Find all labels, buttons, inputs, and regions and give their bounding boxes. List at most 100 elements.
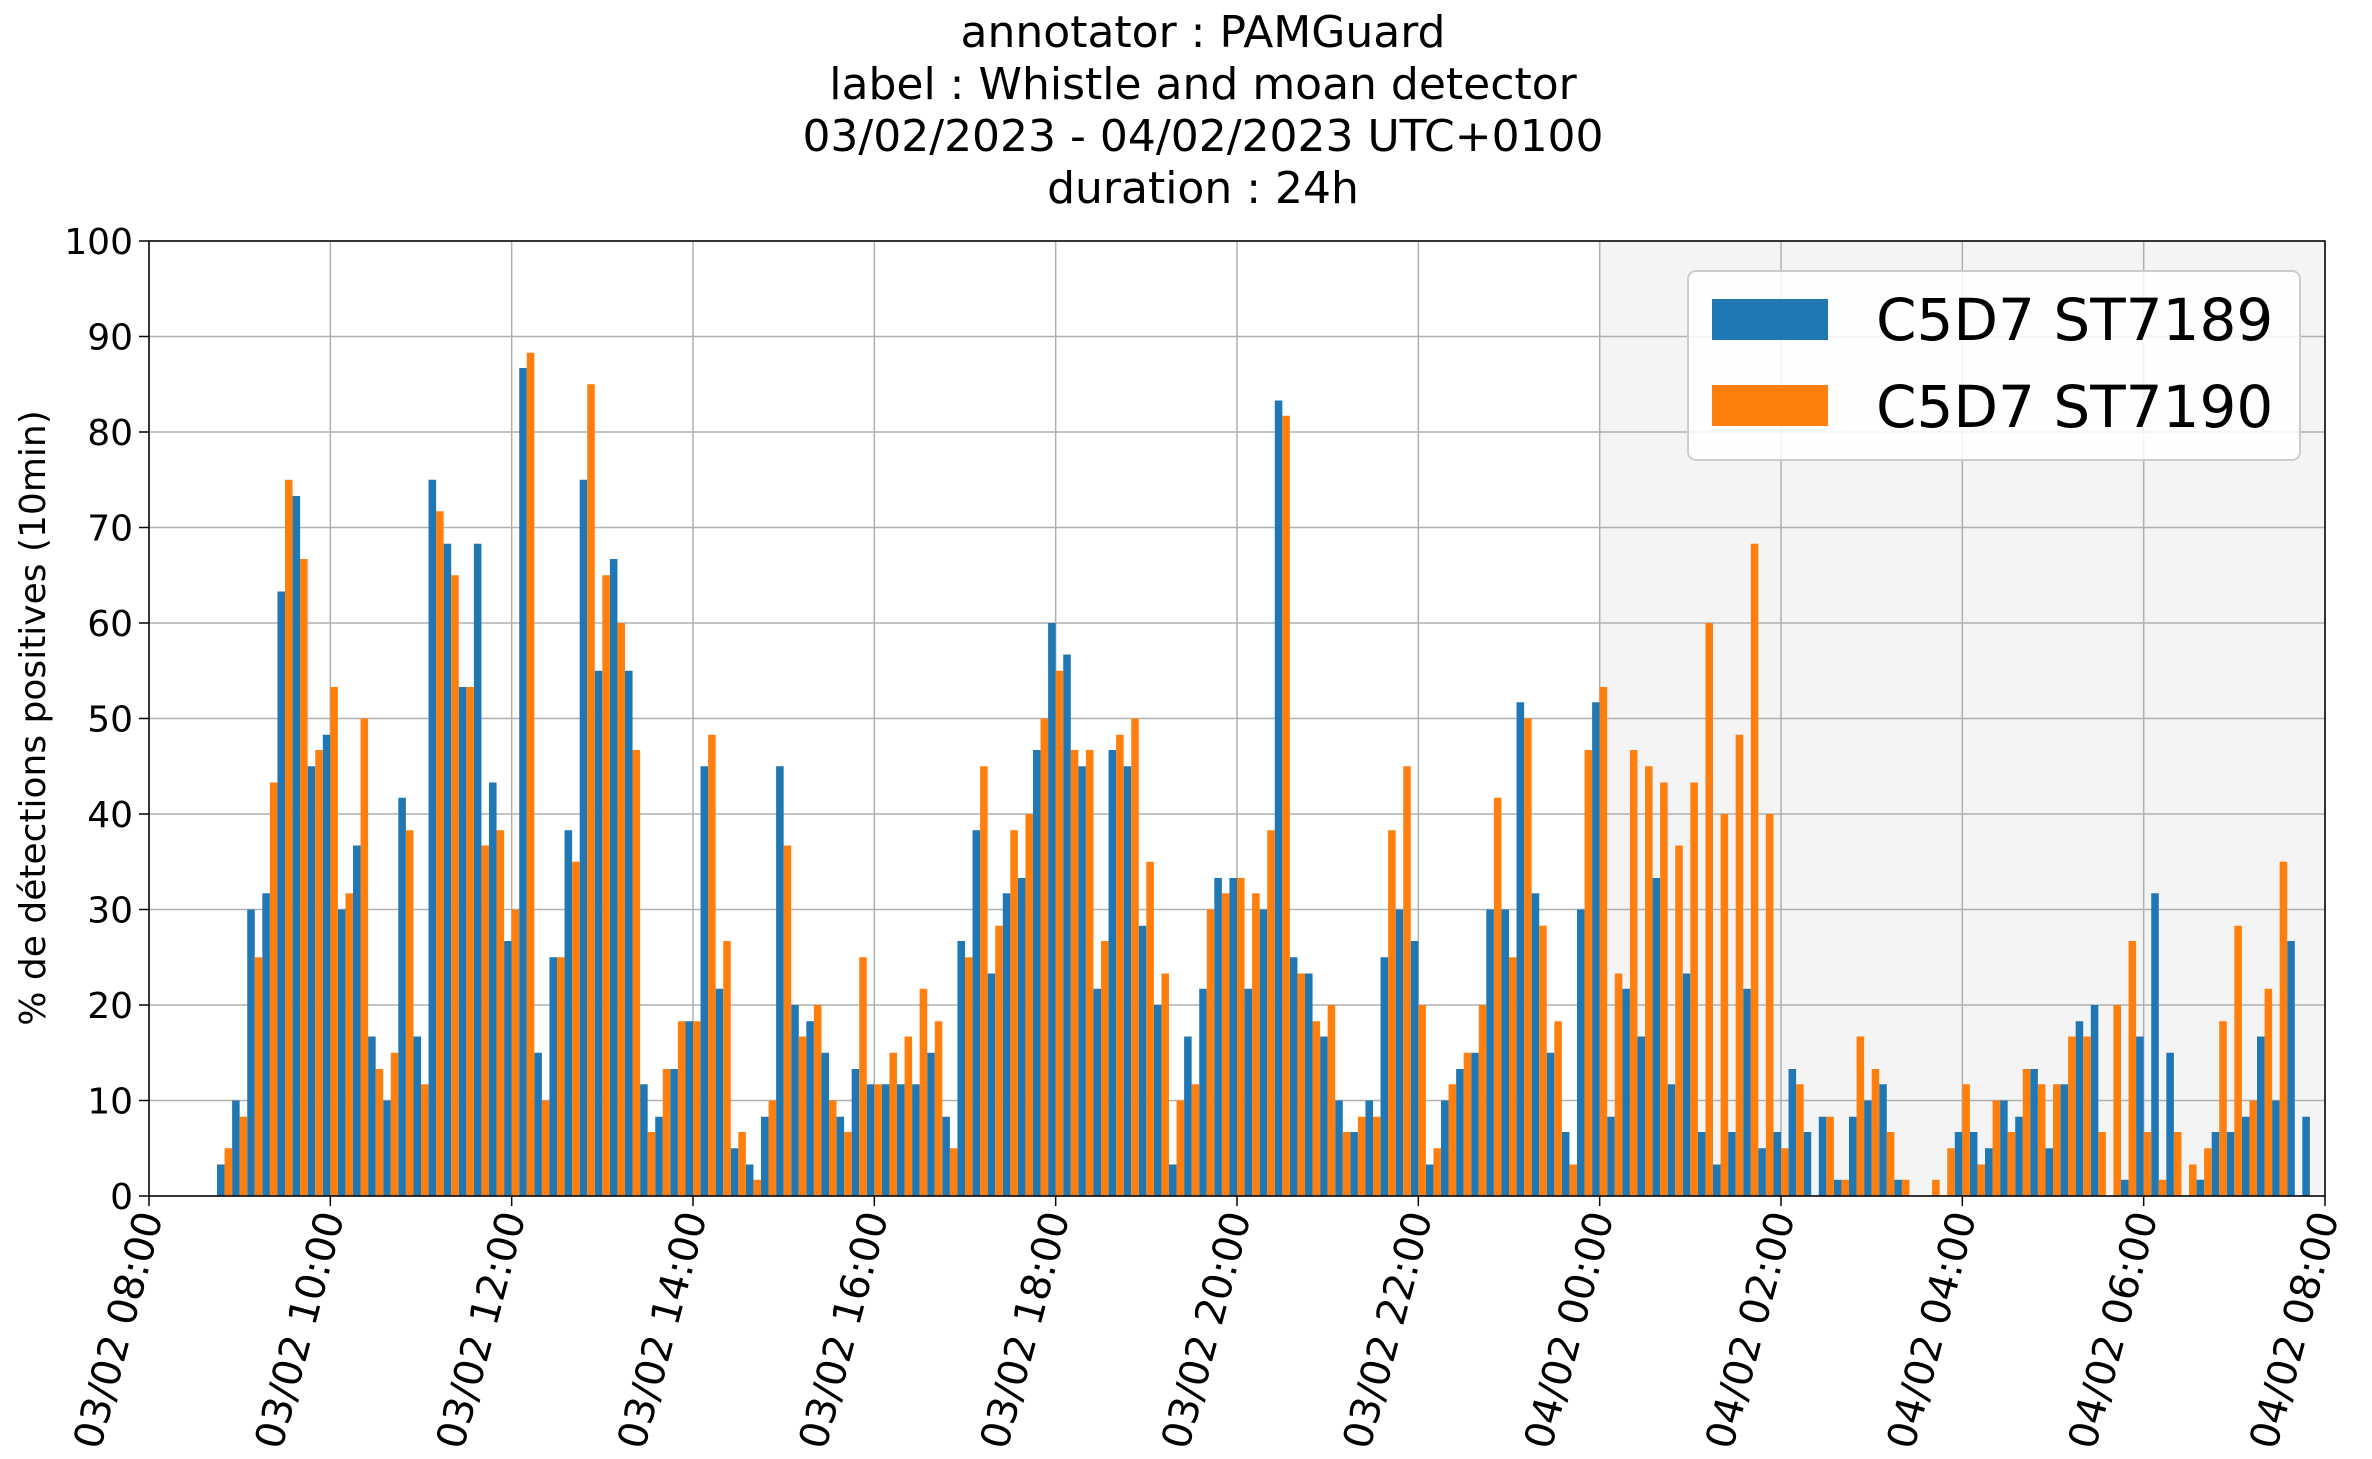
y-tick-label: 50 [87,700,133,741]
bar [995,925,1003,1196]
bar [670,1068,678,1196]
legend-label-c5d7-st7190: C5D7 ST7190 [1876,373,2273,441]
bar [1055,670,1064,1196]
bar [2090,1005,2099,1196]
bar [1153,1005,1162,1196]
chart-title: annotator : PAMGuard label : Whistle and… [802,7,1603,214]
y-tick-label: 90 [87,318,133,359]
bar [2053,1084,2061,1196]
bar [519,368,527,1196]
bar [1078,766,1086,1196]
legend-box [1687,270,2301,461]
bar [1282,415,1290,1196]
x-tick-label: 03/02 16:00 [791,1207,898,1454]
bar [813,1005,822,1196]
bar [2060,1084,2069,1196]
bar [1977,1164,1985,1196]
bar [2030,1068,2038,1196]
bar [609,559,618,1196]
bar [1289,957,1298,1196]
bar [1184,1036,1192,1196]
bar [625,670,633,1196]
bar [640,1084,648,1196]
bar [1493,797,1502,1196]
bar [866,1084,875,1196]
bar [1259,909,1268,1196]
bar [1199,988,1207,1196]
bar [285,479,293,1196]
bar [1206,909,1215,1196]
bar [693,1021,701,1196]
bar [1093,988,1101,1196]
bar [1471,1052,1479,1196]
bar [292,495,301,1196]
bar [912,1084,920,1196]
bar [489,782,497,1196]
bar [1267,830,1275,1196]
bar [2000,1100,2008,1196]
bar [2302,1116,2310,1196]
bar [1969,1132,1978,1196]
bar [1743,988,1751,1196]
bar [1720,814,1729,1196]
bar [2037,1084,2046,1196]
bar [1108,750,1117,1196]
bar [2287,941,2295,1196]
bar [1116,734,1124,1196]
legend-swatch-c5d7-st7190 [1712,385,1828,426]
bar [919,988,928,1196]
bar [398,797,406,1196]
bar [1652,877,1661,1196]
bar [1614,973,1623,1196]
bar [368,1036,376,1196]
x-tick-label: 03/02 22:00 [1335,1207,1442,1454]
bar [1516,702,1525,1196]
bar [1146,861,1154,1196]
bar [897,1084,905,1196]
x-axis: 03/02 08:00 03/02 10:00 03/02 12:00 03/02 1… [65,1196,2349,1454]
bar [1667,1084,1676,1196]
bar [481,845,489,1196]
bar [874,1084,882,1196]
bar [851,1068,860,1196]
bar [617,623,625,1196]
bar [942,1116,950,1196]
bar [1357,1116,1366,1196]
bar [1320,1036,1328,1196]
bar [2196,1179,2205,1196]
bar [881,1084,890,1196]
bar [1373,1116,1381,1196]
bar [1138,925,1147,1196]
bar [1796,1084,1804,1196]
bar [353,845,361,1196]
bar [1864,1100,1872,1196]
bar [564,830,573,1196]
bar [1403,766,1411,1196]
bar [1803,1132,1812,1196]
bar [2204,1148,2212,1196]
bar [783,845,792,1196]
bar [2068,1036,2076,1196]
bar [1388,830,1396,1196]
bar [572,861,580,1196]
bar [466,686,474,1196]
bar [2015,1116,2023,1196]
bar [2211,1132,2220,1196]
bar [1342,1132,1351,1196]
bar [1252,893,1260,1196]
bar [1728,1132,1736,1196]
x-tick-label: 03/02 18:00 [972,1207,1079,1454]
bar [541,1100,550,1196]
bar [1645,766,1653,1196]
bar [1901,1179,1910,1196]
bar [1735,734,1744,1196]
bar [1425,1164,1434,1196]
bar [2226,1132,2235,1196]
bar [1305,973,1313,1196]
bar [904,1036,913,1196]
bar [647,1132,656,1196]
bar [526,352,535,1196]
bar [375,1068,384,1196]
bar [1682,973,1691,1196]
